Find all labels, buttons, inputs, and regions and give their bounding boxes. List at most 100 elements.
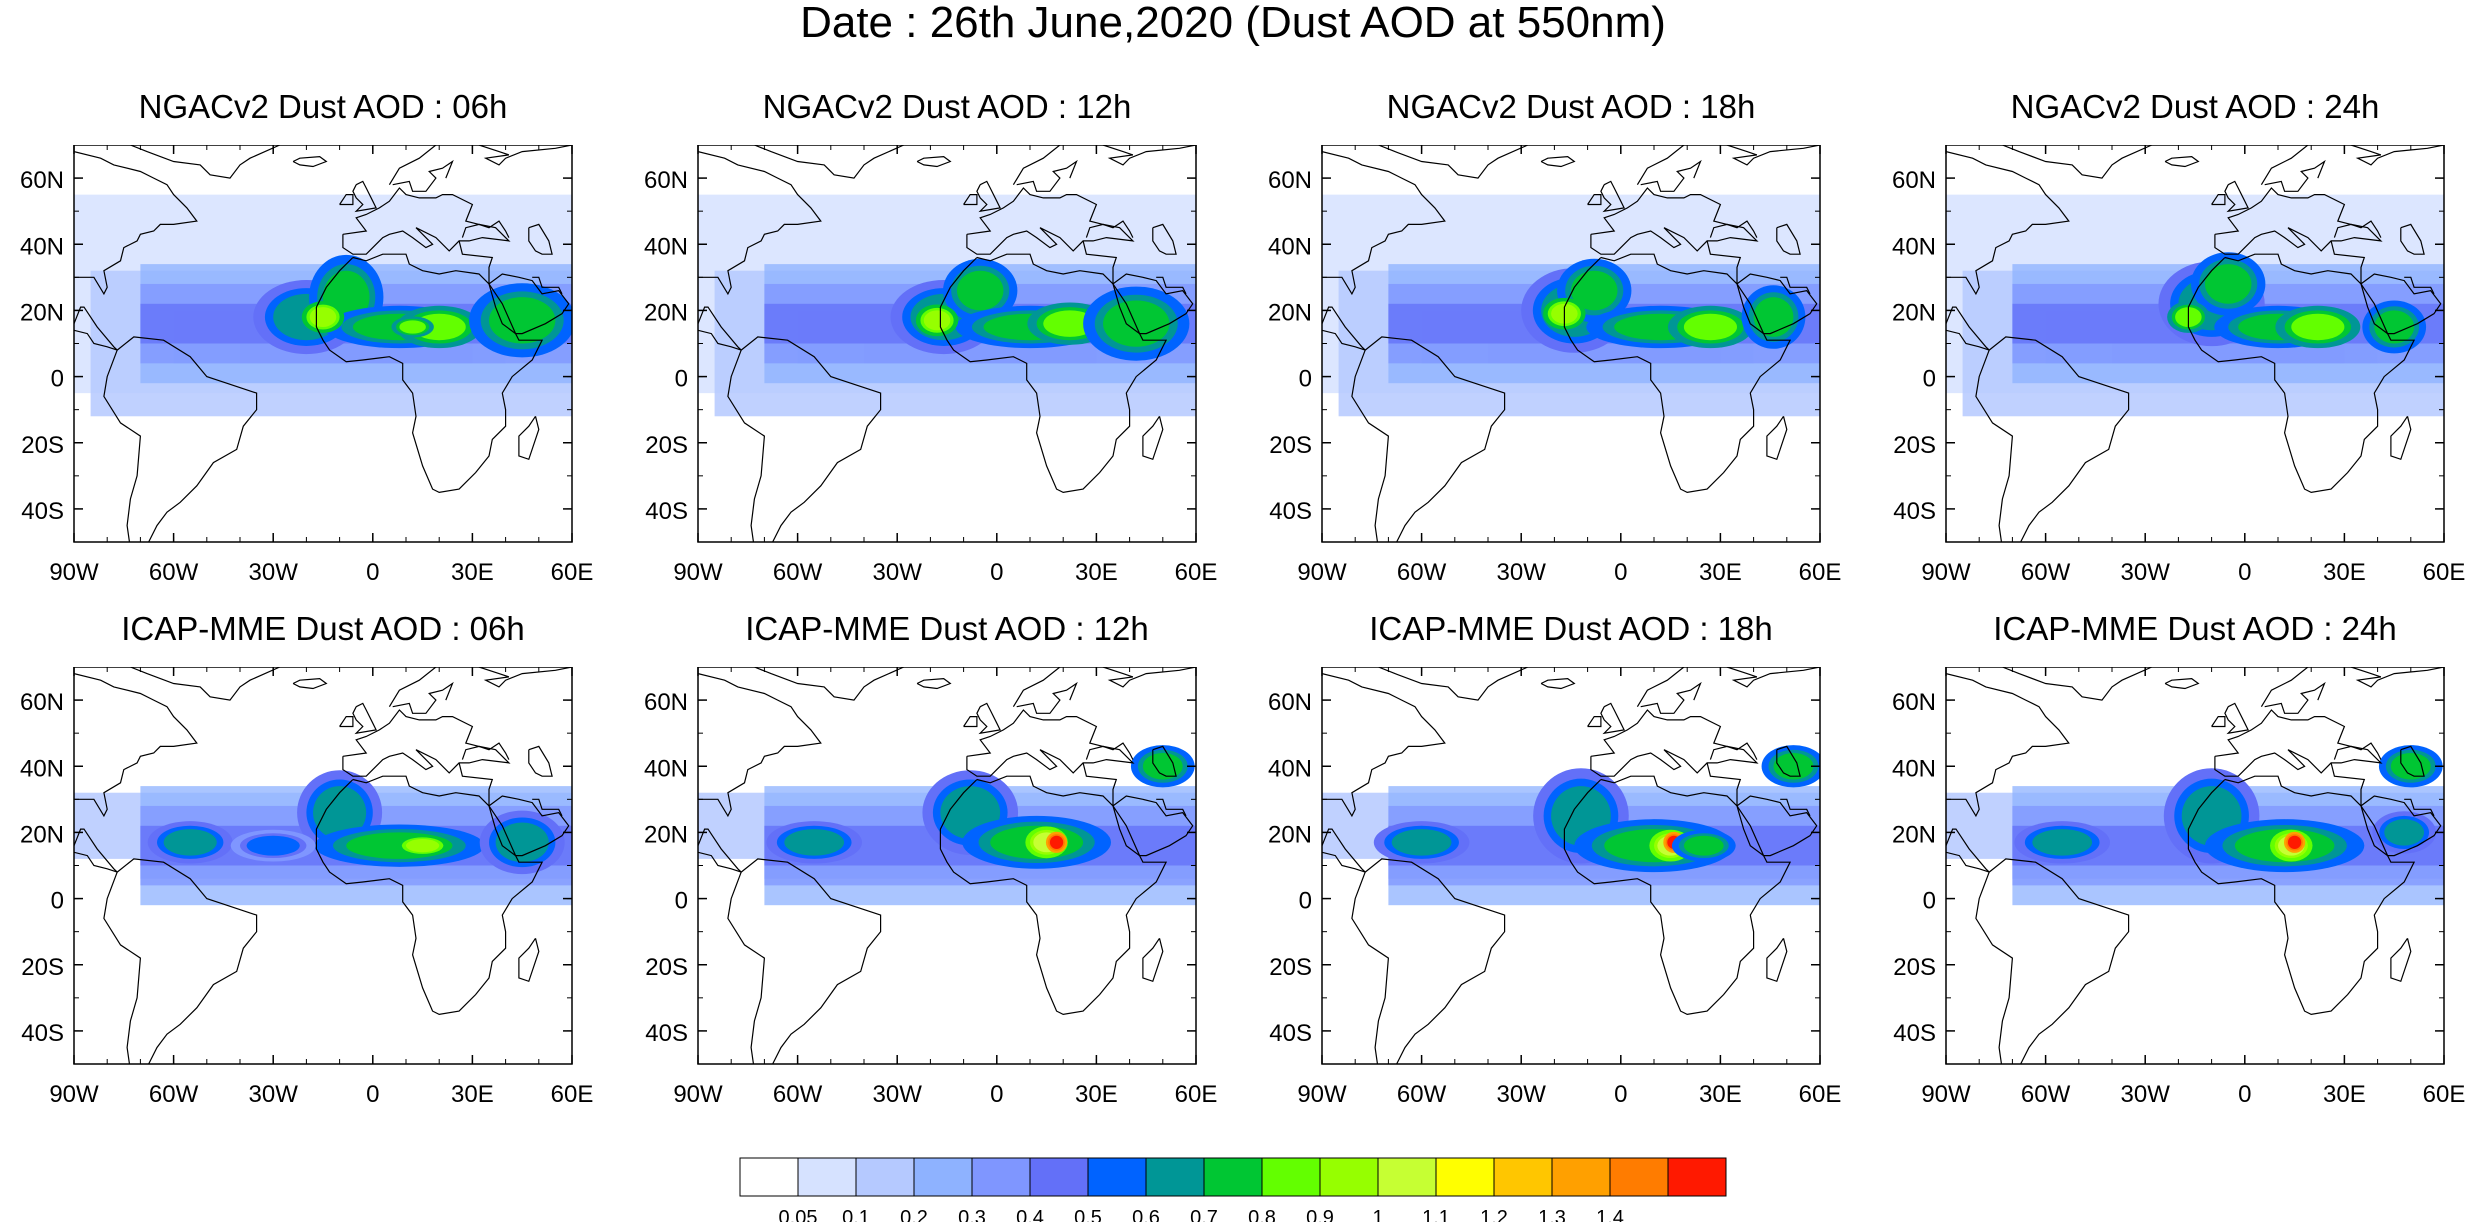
lon-tick-label: 0 <box>2238 559 2251 586</box>
lat-tick-label: 20S <box>21 954 64 981</box>
dust-plume <box>2032 829 2093 856</box>
colorbar-label: 0.6 <box>1132 1207 1160 1222</box>
lat-tick-label: 40N <box>20 755 64 782</box>
lat-tick-label: 40S <box>645 498 688 525</box>
coastline <box>1156 276 1187 295</box>
panel-title: ICAP-MME Dust AOD : 24h <box>1993 610 2397 647</box>
coastline <box>292 677 328 690</box>
dust-plume <box>1683 313 1737 341</box>
lon-tick-label: 30E <box>2323 1081 2366 1108</box>
dust-plume <box>1683 835 1724 856</box>
coastline <box>528 223 553 255</box>
coastline <box>1142 937 1164 983</box>
lon-tick-label: 0 <box>1614 1081 1627 1108</box>
coastline <box>976 702 1001 735</box>
coastline <box>1563 775 1792 1016</box>
lon-tick-label: 30W <box>873 1081 923 1108</box>
coastline <box>2330 240 2366 284</box>
lat-tick-label: 60N <box>20 689 64 716</box>
lat-tick-label: 60N <box>1268 689 1312 716</box>
coastline <box>1975 858 2130 1064</box>
coastline <box>1351 336 1506 542</box>
coastline <box>1766 415 1788 461</box>
lon-tick-label: 0 <box>1614 559 1627 586</box>
dust-plume <box>784 829 845 856</box>
coastline <box>1709 220 1758 238</box>
colorbar-label: 0.4 <box>1016 1207 1044 1222</box>
coastline <box>518 415 540 461</box>
panel-title: ICAP-MME Dust AOD : 12h <box>745 610 1149 647</box>
coastline <box>488 273 570 335</box>
coastline <box>1780 798 1811 817</box>
lon-tick-label: 30W <box>2121 559 2171 586</box>
coastline <box>352 180 377 213</box>
lat-tick-label: 20S <box>645 432 688 459</box>
lat-tick-label: 20S <box>1269 954 1312 981</box>
lat-tick-label: 40N <box>1892 233 1936 260</box>
map-panel: 60N 40N 20N 0 20S 40S 90W 60W 30W 0 30E 60E <box>1268 145 1841 586</box>
map-panel: 60N 40N 20N 0 20S 40S 90W 60W 30W 0 30E 60E <box>644 667 1217 1108</box>
coastline <box>392 681 454 714</box>
coastline <box>1082 762 1118 806</box>
coastline <box>1112 795 1194 857</box>
map-panel: 60N 40N 20N 0 20S 40S 90W 60W 30W 0 30E 60E <box>1268 667 1841 1108</box>
lat-tick-label: 60N <box>1892 689 1936 716</box>
coastline <box>2333 742 2382 760</box>
dust-plume <box>246 835 300 856</box>
lat-tick-label: 20N <box>644 821 688 848</box>
lon-tick-label: 90W <box>1921 559 1971 586</box>
lon-tick-label: 60E <box>1175 559 1218 586</box>
coastline <box>2260 145 2444 186</box>
coastline <box>727 336 882 542</box>
coastline <box>2260 667 2444 708</box>
lon-tick-label: 60W <box>1397 1081 1447 1108</box>
colorbar-label: 0.8 <box>1248 1207 1276 1222</box>
coastline <box>2390 415 2412 461</box>
coastline <box>388 145 572 186</box>
colorbar-label: 1.2 <box>1480 1207 1508 1222</box>
coastline <box>963 194 978 206</box>
coastline <box>698 673 822 818</box>
coastline <box>916 155 952 168</box>
figure-title: Date : 26th June,2020 (Dust AOD at 550nm… <box>800 0 1666 47</box>
coastline <box>1351 858 1506 1064</box>
lon-tick-label: 30W <box>873 559 923 586</box>
coastline <box>2224 180 2249 213</box>
coastline <box>1590 709 1759 777</box>
lat-tick-label: 40S <box>645 1020 688 1047</box>
lat-tick-label: 40S <box>1269 1020 1312 1047</box>
colorbar-label: 0.2 <box>900 1207 928 1222</box>
coastline <box>939 253 1168 494</box>
coastline <box>2404 798 2435 817</box>
lon-tick-label: 0 <box>990 559 1003 586</box>
coastline <box>1587 194 1602 206</box>
colorbar-swatch <box>1551 1157 1611 1197</box>
lon-tick-label: 90W <box>673 1081 723 1108</box>
colorbar-swatch <box>1609 1157 1669 1197</box>
lat-tick-label: 40S <box>21 1020 64 1047</box>
coastline <box>1946 673 2070 818</box>
lon-tick-label: 0 <box>366 559 379 586</box>
coastline <box>339 716 354 728</box>
coastline <box>1152 223 1177 255</box>
coastline <box>2214 709 2383 777</box>
coastline <box>1012 145 1196 186</box>
coastline <box>532 276 563 295</box>
coastline <box>2164 155 2200 168</box>
dust-plume <box>1571 270 1618 311</box>
coastline <box>2002 667 2153 701</box>
lat-tick-label: 0 <box>675 366 688 393</box>
coastline <box>1156 798 1187 817</box>
coastline <box>103 336 258 542</box>
coastline <box>1378 667 1529 701</box>
coastline <box>963 716 978 728</box>
map-panel: 60N 40N 20N 0 20S 40S 90W 60W 30W 0 30E 60E <box>644 145 1218 586</box>
lat-tick-label: 20N <box>20 299 64 326</box>
coastline <box>1587 716 1602 728</box>
lon-tick-label: 30W <box>1497 559 1547 586</box>
colorbar-swatch <box>1493 1157 1553 1197</box>
colorbar-label: 0.1 <box>842 1207 870 1222</box>
lat-tick-label: 0 <box>1923 888 1936 915</box>
coastline <box>2214 187 2383 255</box>
coastline <box>1012 667 1196 708</box>
